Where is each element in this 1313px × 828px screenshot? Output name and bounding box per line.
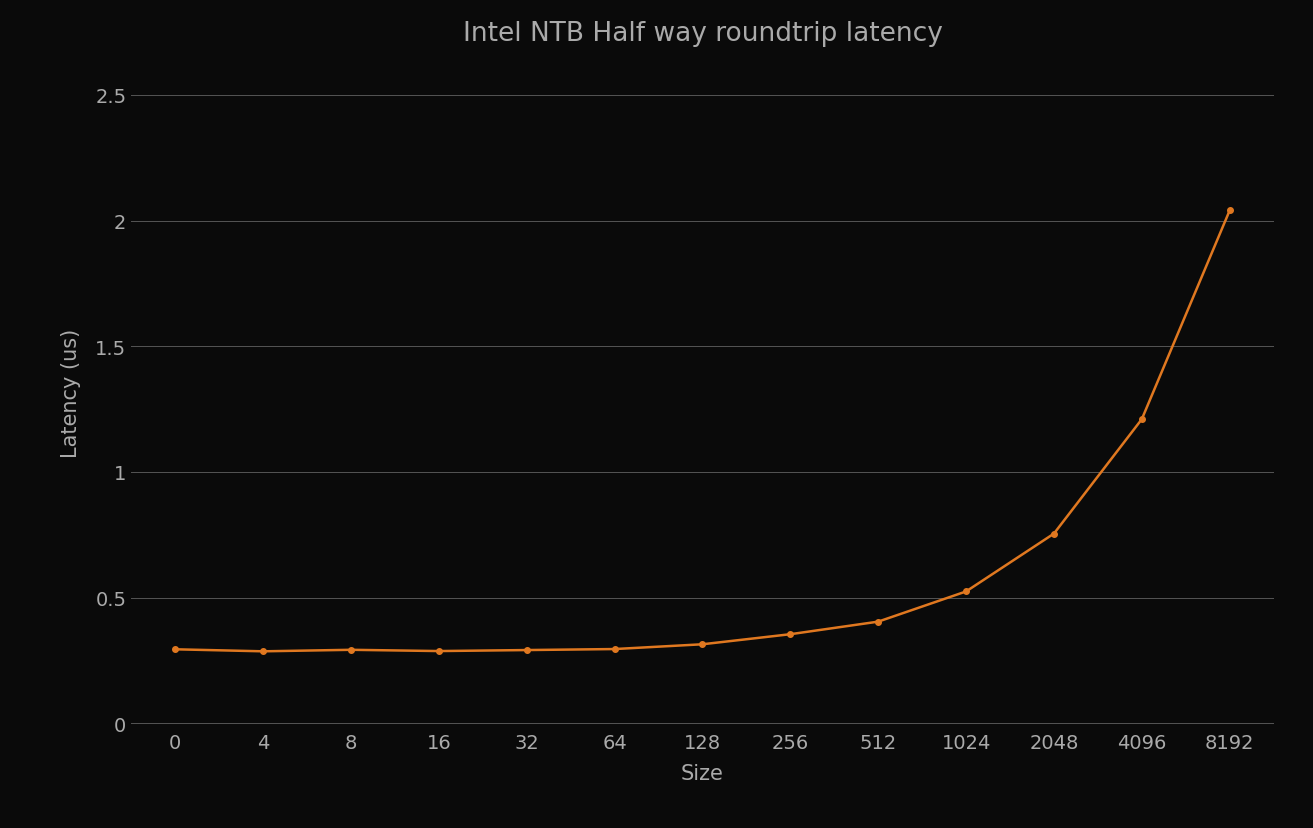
X-axis label: Size: Size (681, 763, 723, 783)
Title: Intel NTB Half way roundtrip latency: Intel NTB Half way roundtrip latency (462, 22, 943, 47)
Y-axis label: Latency (us): Latency (us) (62, 329, 81, 458)
